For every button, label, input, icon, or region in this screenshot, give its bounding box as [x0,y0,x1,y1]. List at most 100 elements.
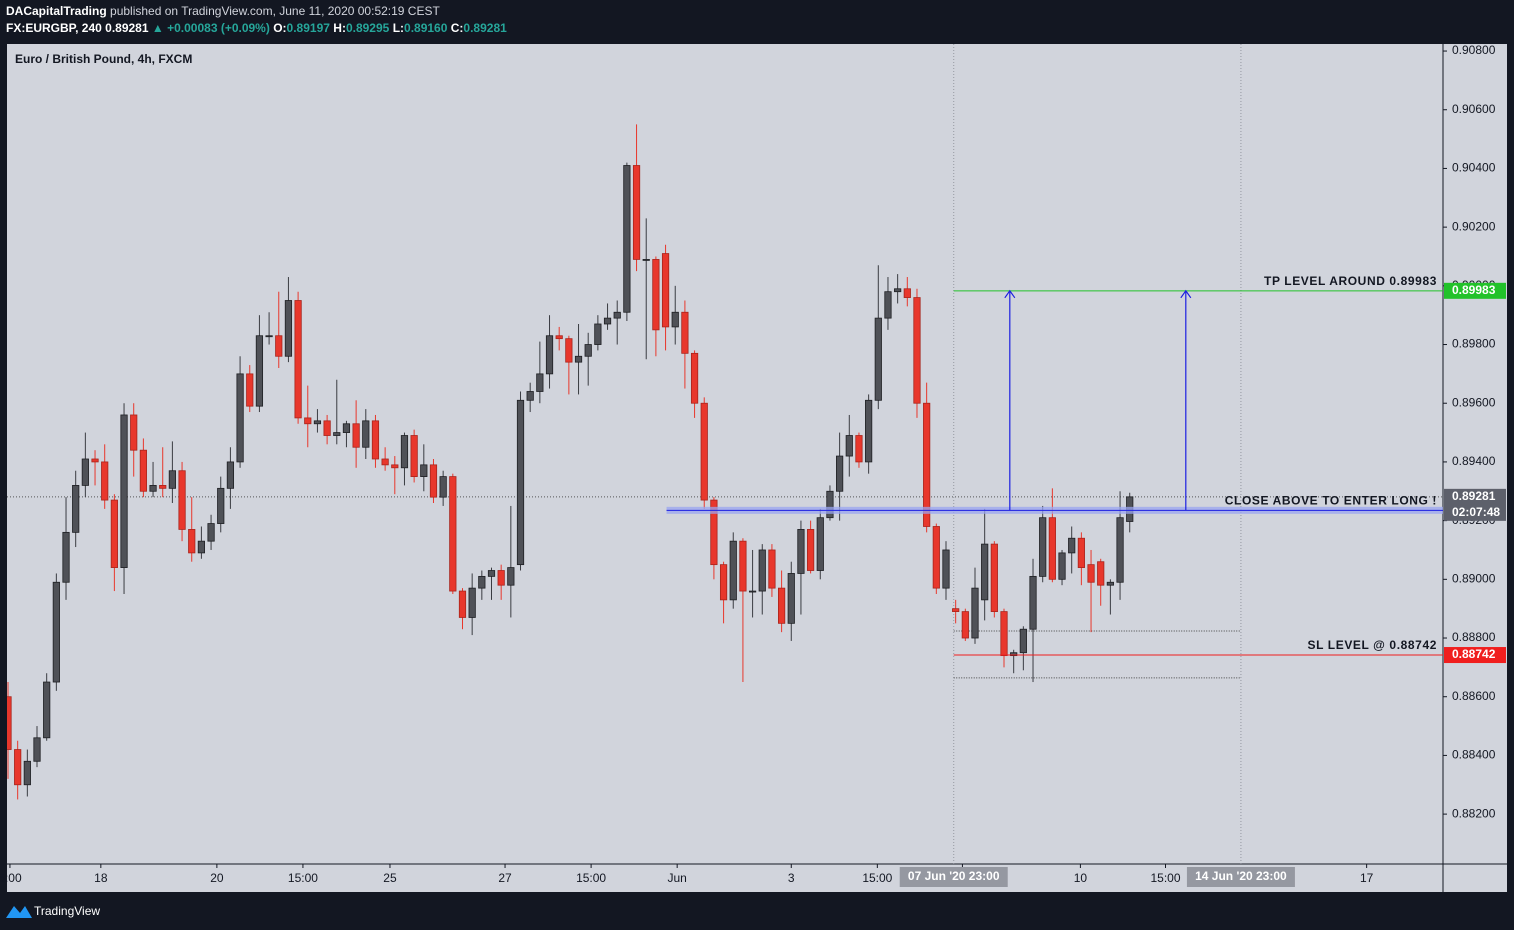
candle-body [555,335,563,340]
candle-body [1087,564,1095,583]
candle-body [168,470,176,489]
candle-body [333,432,341,436]
axes: 0.88200 0.88400 0.88600 0.88800 0.89000 0.892… [0,43,1506,887]
candle-body [371,420,380,460]
candle-body [1000,611,1008,657]
x-tick-label: 15:00 [576,871,606,885]
candle-body [275,335,283,357]
chart-title: Euro / British Pound, 4h, FXCM [15,52,192,66]
candle-body [874,317,882,401]
x-tick-label: 18 [94,871,108,885]
candle-body [313,420,322,425]
candle-body [487,570,496,577]
symbol: FX:EURGBP, 240 [6,21,102,35]
candle-body [188,529,196,554]
candle-body [429,464,438,498]
candle-body [594,323,602,345]
y-tick-label: 0.88800 [1452,630,1496,644]
candle-body [62,531,70,583]
candle-body [120,414,128,568]
candle-body [623,165,631,313]
brand: TradingView [34,904,100,918]
candle-body [439,476,447,498]
candle-body [7,696,12,750]
change: ▲ +0.00083 (+0.09%) [152,21,270,35]
candle-body [855,435,863,463]
published: published on TradingView.com, June 11, 2… [110,4,440,18]
y-tick-label: 0.88400 [1452,748,1496,762]
candle-body [923,402,931,527]
candle-body [468,587,476,618]
candle-body [1116,517,1124,583]
candle-body [1010,652,1018,657]
candle-body [1068,537,1076,554]
candle-body [478,575,486,589]
level-label: CLOSE ABOVE TO ENTER LONG ! [1225,494,1437,508]
time-badge [1186,867,1295,887]
candle-body [807,529,815,571]
header-line-2: FX:EURGBP, 240 0.89281 ▲ +0.00083 (+0.09… [6,21,507,35]
candle-body [787,573,795,624]
price-badge [1444,647,1506,664]
x-tick-label: 5:00 [0,871,22,885]
candle-body [768,549,776,589]
candle-body [197,540,205,554]
candle-body [81,458,89,486]
price-badge-label: 0.89983 [1452,283,1496,297]
candle-body [545,335,554,375]
last-price-badge [1444,488,1506,521]
candle-body [410,435,418,477]
candle-body [942,549,950,589]
header-line-1: DACapitalTrading published on TradingVie… [6,4,440,18]
candle-body [507,567,515,586]
candle-body [149,485,157,492]
last-price-label: 0.89281 [1452,489,1496,503]
candle-body [1058,552,1066,580]
candle-body [613,311,621,319]
candle-body [652,259,660,331]
x-tick-label: 25 [383,871,397,885]
candle-body [797,529,805,574]
candle-body [748,590,757,593]
candle-body [352,423,360,448]
arrow-head [1004,289,1016,299]
candle-body [932,526,940,589]
x-tick-label: 27 [498,871,512,885]
candle-body [420,464,428,477]
candle-body [913,297,921,404]
candle-body [574,355,583,363]
candle-body [294,300,302,419]
candle-body [72,485,80,533]
candle-body [449,476,457,592]
ohlc-value: 0.89281 [463,21,507,35]
candle-body [526,391,534,401]
candle-body [865,399,873,463]
candle-body [178,470,186,530]
candle-body [981,543,989,601]
candle-body [43,681,51,739]
candle-body [226,461,235,489]
candle-body [961,611,969,639]
candle-body [362,420,370,448]
candle-body [710,499,718,566]
candle-body [516,399,525,566]
ohlc-value: 0.89160 [404,21,448,35]
candle-body [33,737,41,762]
candle-body [584,344,592,357]
price-badge-label: 0.88742 [1452,647,1496,661]
candle-body [284,300,293,357]
ohlc-value: 0.89295 [346,21,390,35]
ohlc-key: C: [451,21,464,35]
candle-body [1106,581,1114,586]
time-badge [899,867,1008,887]
ohlc-key: H: [333,21,346,35]
x-tick-label: 17 [1360,871,1374,885]
candle-body [661,253,670,328]
y-tick-label: 0.88600 [1452,689,1496,703]
candle-body [23,760,31,786]
candle-body [323,420,331,436]
candle-body [14,749,22,786]
candle-body [159,485,167,489]
ohlc-value: 0.89197 [287,21,331,35]
candle-body [91,458,99,463]
